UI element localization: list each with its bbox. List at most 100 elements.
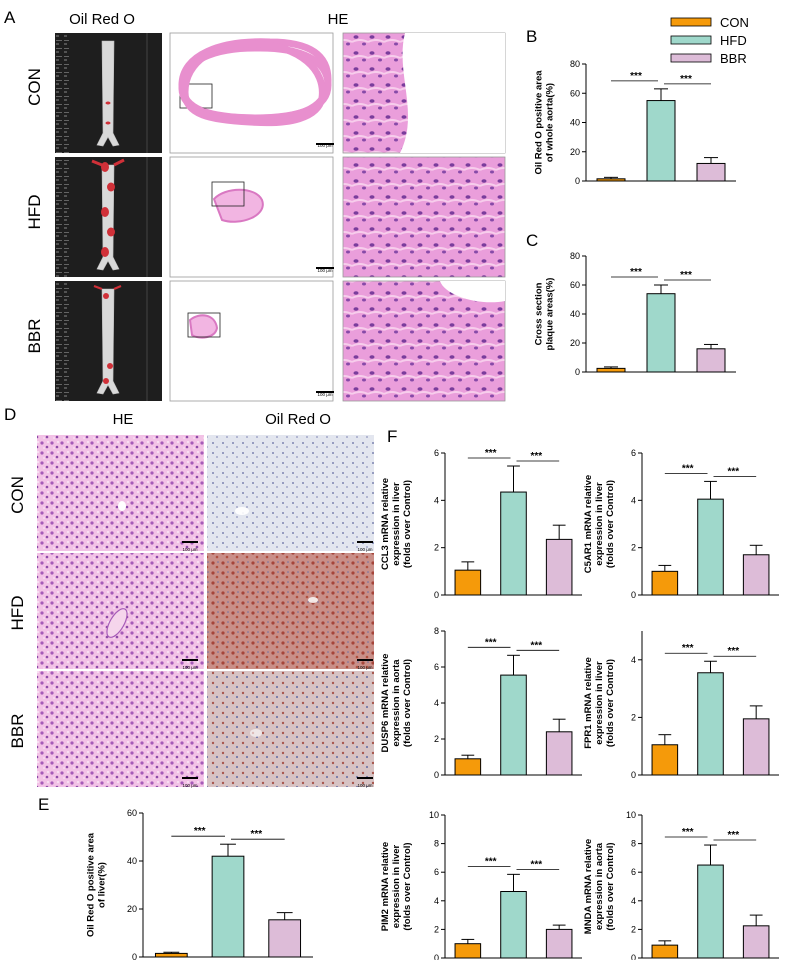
panel-label-a: A bbox=[4, 8, 16, 27]
legend-swatch-bbr bbox=[670, 53, 712, 63]
panel-a-scalebar-label-bbr: 100 μm bbox=[317, 392, 332, 397]
chart-F4-bar-hfd bbox=[697, 672, 724, 776]
chart-C-tick-label-20: 20 bbox=[570, 338, 580, 348]
chart-F6-tick-label-10: 10 bbox=[626, 810, 636, 820]
chart-F3-sig-label-1: *** bbox=[485, 637, 497, 648]
panel-d-row-hfd: HFD bbox=[8, 596, 27, 631]
he-scalebar-con bbox=[316, 143, 334, 145]
chart-F4-ylabel-0: FPR1 mRNA relative bbox=[583, 657, 594, 749]
chart-E-bar-bbr bbox=[268, 919, 302, 958]
chart-B-tick-label-80: 80 bbox=[570, 59, 580, 69]
chart-F3-tick-label-8: 8 bbox=[434, 626, 439, 636]
chart-F2-ylabel-2: (folds over Control) bbox=[605, 480, 616, 568]
chart-F3-tick-label-2: 2 bbox=[434, 734, 439, 744]
liver-or-scalebar-con bbox=[357, 541, 373, 543]
aorta-plaque-hfd-0 bbox=[101, 162, 109, 172]
chart-F3-bar-con bbox=[454, 758, 482, 776]
aorta-ruler-hfd bbox=[55, 157, 69, 277]
chart-e: 0 20 40 60 *** *** Oil Red O positive area of l… bbox=[86, 808, 313, 960]
he-zoom-box-bbr bbox=[187, 312, 221, 338]
chart-F2-tick-label-4: 4 bbox=[631, 495, 636, 505]
liver-or-scalebar-bbr bbox=[357, 777, 373, 779]
chart-C-ylabel-0: Cross section bbox=[534, 282, 545, 345]
chart-f6: 0 2 4 6 8 10 *** *** MNDA mRNA relative expressio… bbox=[583, 810, 779, 960]
he-zoom-box-hfd bbox=[211, 181, 245, 207]
chart-F1-ylabel-2: (folds over Control) bbox=[402, 480, 413, 568]
chart-F1-ylabel-0: CCL3 mRNA relative bbox=[380, 478, 391, 570]
chart-F3-ylabel-2: (folds over Control) bbox=[402, 659, 413, 747]
chart-f4: 0 2 4 *** *** FPR1 mRNA relative expression in… bbox=[583, 631, 779, 780]
chart-F1-tick-label-0: 0 bbox=[434, 590, 439, 600]
chart-F3-ylabel-0: DUSP6 mRNA relative bbox=[380, 654, 391, 753]
chart-F2-tick-label-2: 2 bbox=[631, 543, 636, 553]
aorta-plaque-branch-bbr bbox=[93, 284, 122, 291]
he-vessel-wall-bbr bbox=[181, 40, 326, 127]
chart-F6-ylabel-1: expression in aorta bbox=[594, 842, 605, 930]
panel-label-b: B bbox=[526, 27, 537, 46]
aorta-plaque-hfd-1 bbox=[107, 182, 115, 192]
chart-F6-ylabel-0: MNDA mRNA relative bbox=[583, 839, 594, 934]
chart-F2-sig-label-2: *** bbox=[727, 466, 739, 477]
chart-F5-ylabel-2: (folds over Control) bbox=[402, 842, 413, 930]
chart-F3-tick-label-0: 0 bbox=[434, 770, 439, 780]
panel-label-c: C bbox=[526, 231, 538, 250]
chart-F3-tick-label-4: 4 bbox=[434, 698, 439, 708]
chart-F4-ylabel-1: expression in liver bbox=[594, 661, 605, 745]
chart-F3-sig-label-2: *** bbox=[530, 640, 542, 651]
chart-C-bar-con bbox=[596, 367, 626, 373]
chart-b: 0 20 40 60 80 *** *** Oil Red O positive area of… bbox=[534, 59, 736, 186]
chart-F2-ylabel-1: expression in liver bbox=[594, 482, 605, 566]
panel-d-images bbox=[37, 435, 374, 787]
chart-F1-bar-hfd bbox=[500, 491, 527, 596]
aorta-plaque-con-0 bbox=[105, 101, 111, 105]
chart-F2-bar-bbr bbox=[742, 554, 770, 596]
panel-label-e: E bbox=[38, 795, 49, 814]
panel-d-header-oil-red-o: Oil Red O bbox=[265, 411, 331, 428]
chart-B-bar-bbr bbox=[696, 162, 726, 182]
chart-F6-sig-label-2: *** bbox=[727, 830, 739, 841]
chart-C-sig-label-1: *** bbox=[630, 267, 642, 278]
chart-F6-tick-label-6: 6 bbox=[631, 867, 636, 877]
legend-label-hfd: HFD bbox=[720, 33, 747, 48]
aorta-bbr bbox=[96, 288, 120, 395]
panel-a-header-oil-red-o: Oil Red O bbox=[69, 11, 135, 28]
aorta-plaque-hfd-2 bbox=[101, 207, 109, 217]
chart-F6-tick-label-8: 8 bbox=[631, 839, 636, 849]
chart-C-bar-bbr bbox=[696, 348, 726, 373]
chart-F4-ylabel-2: (folds over Control) bbox=[605, 659, 616, 747]
liver-vessel-con-he bbox=[118, 501, 126, 511]
chart-F2-ylabel-0: C5AR1 mRNA relative bbox=[583, 475, 594, 573]
chart-B-sig-label-1: *** bbox=[630, 71, 642, 82]
panel-label-f: F bbox=[387, 427, 397, 446]
legend-swatch-con bbox=[670, 17, 712, 27]
legend: CON HFD BBR bbox=[670, 15, 749, 66]
chart-C-tick-label-80: 80 bbox=[570, 251, 580, 261]
legend-label-bbr: BBR bbox=[720, 51, 747, 66]
liver-oil-red-o-bbr bbox=[207, 671, 374, 787]
he-plaque-bbr bbox=[188, 314, 219, 339]
chart-F1-tick-label-4: 4 bbox=[434, 495, 439, 505]
chart-F5-tick-label-8: 8 bbox=[434, 839, 439, 849]
panel-d-row-con: CON bbox=[8, 476, 27, 514]
aorta-con bbox=[96, 40, 120, 147]
chart-F5-bar-bbr bbox=[545, 928, 573, 959]
chart-C-ylabel-1: plaque areas(%) bbox=[545, 278, 556, 351]
liver-vessel-bbr-or bbox=[250, 729, 262, 737]
liver-oil-red-o-con bbox=[207, 435, 374, 551]
panel-d-scalebar-he-con: 100 μm bbox=[182, 547, 197, 552]
liver-he-scalebar-hfd bbox=[182, 659, 198, 661]
chart-F2-bar-hfd bbox=[697, 498, 724, 596]
panel-d-scalebar-he-bbr: 100 μm bbox=[182, 783, 197, 788]
chart-E-tick-label-20: 20 bbox=[127, 904, 137, 914]
chart-F6-bar-bbr bbox=[742, 925, 770, 959]
chart-B-ylabel-1: of whole aorta(%) bbox=[545, 83, 556, 162]
chart-F5-tick-label-4: 4 bbox=[434, 896, 439, 906]
chart-f5: 0 2 4 6 8 10 *** *** PIM2 mRNA relative expressio… bbox=[380, 810, 582, 960]
chart-F6-bar-con bbox=[651, 944, 679, 959]
chart-F4-tick-label-0: 0 bbox=[631, 770, 636, 780]
chart-F5-bar-hfd bbox=[500, 891, 527, 959]
chart-F4-sig-label-1: *** bbox=[682, 643, 694, 654]
aorta-plaque-branch-hfd bbox=[91, 158, 125, 167]
